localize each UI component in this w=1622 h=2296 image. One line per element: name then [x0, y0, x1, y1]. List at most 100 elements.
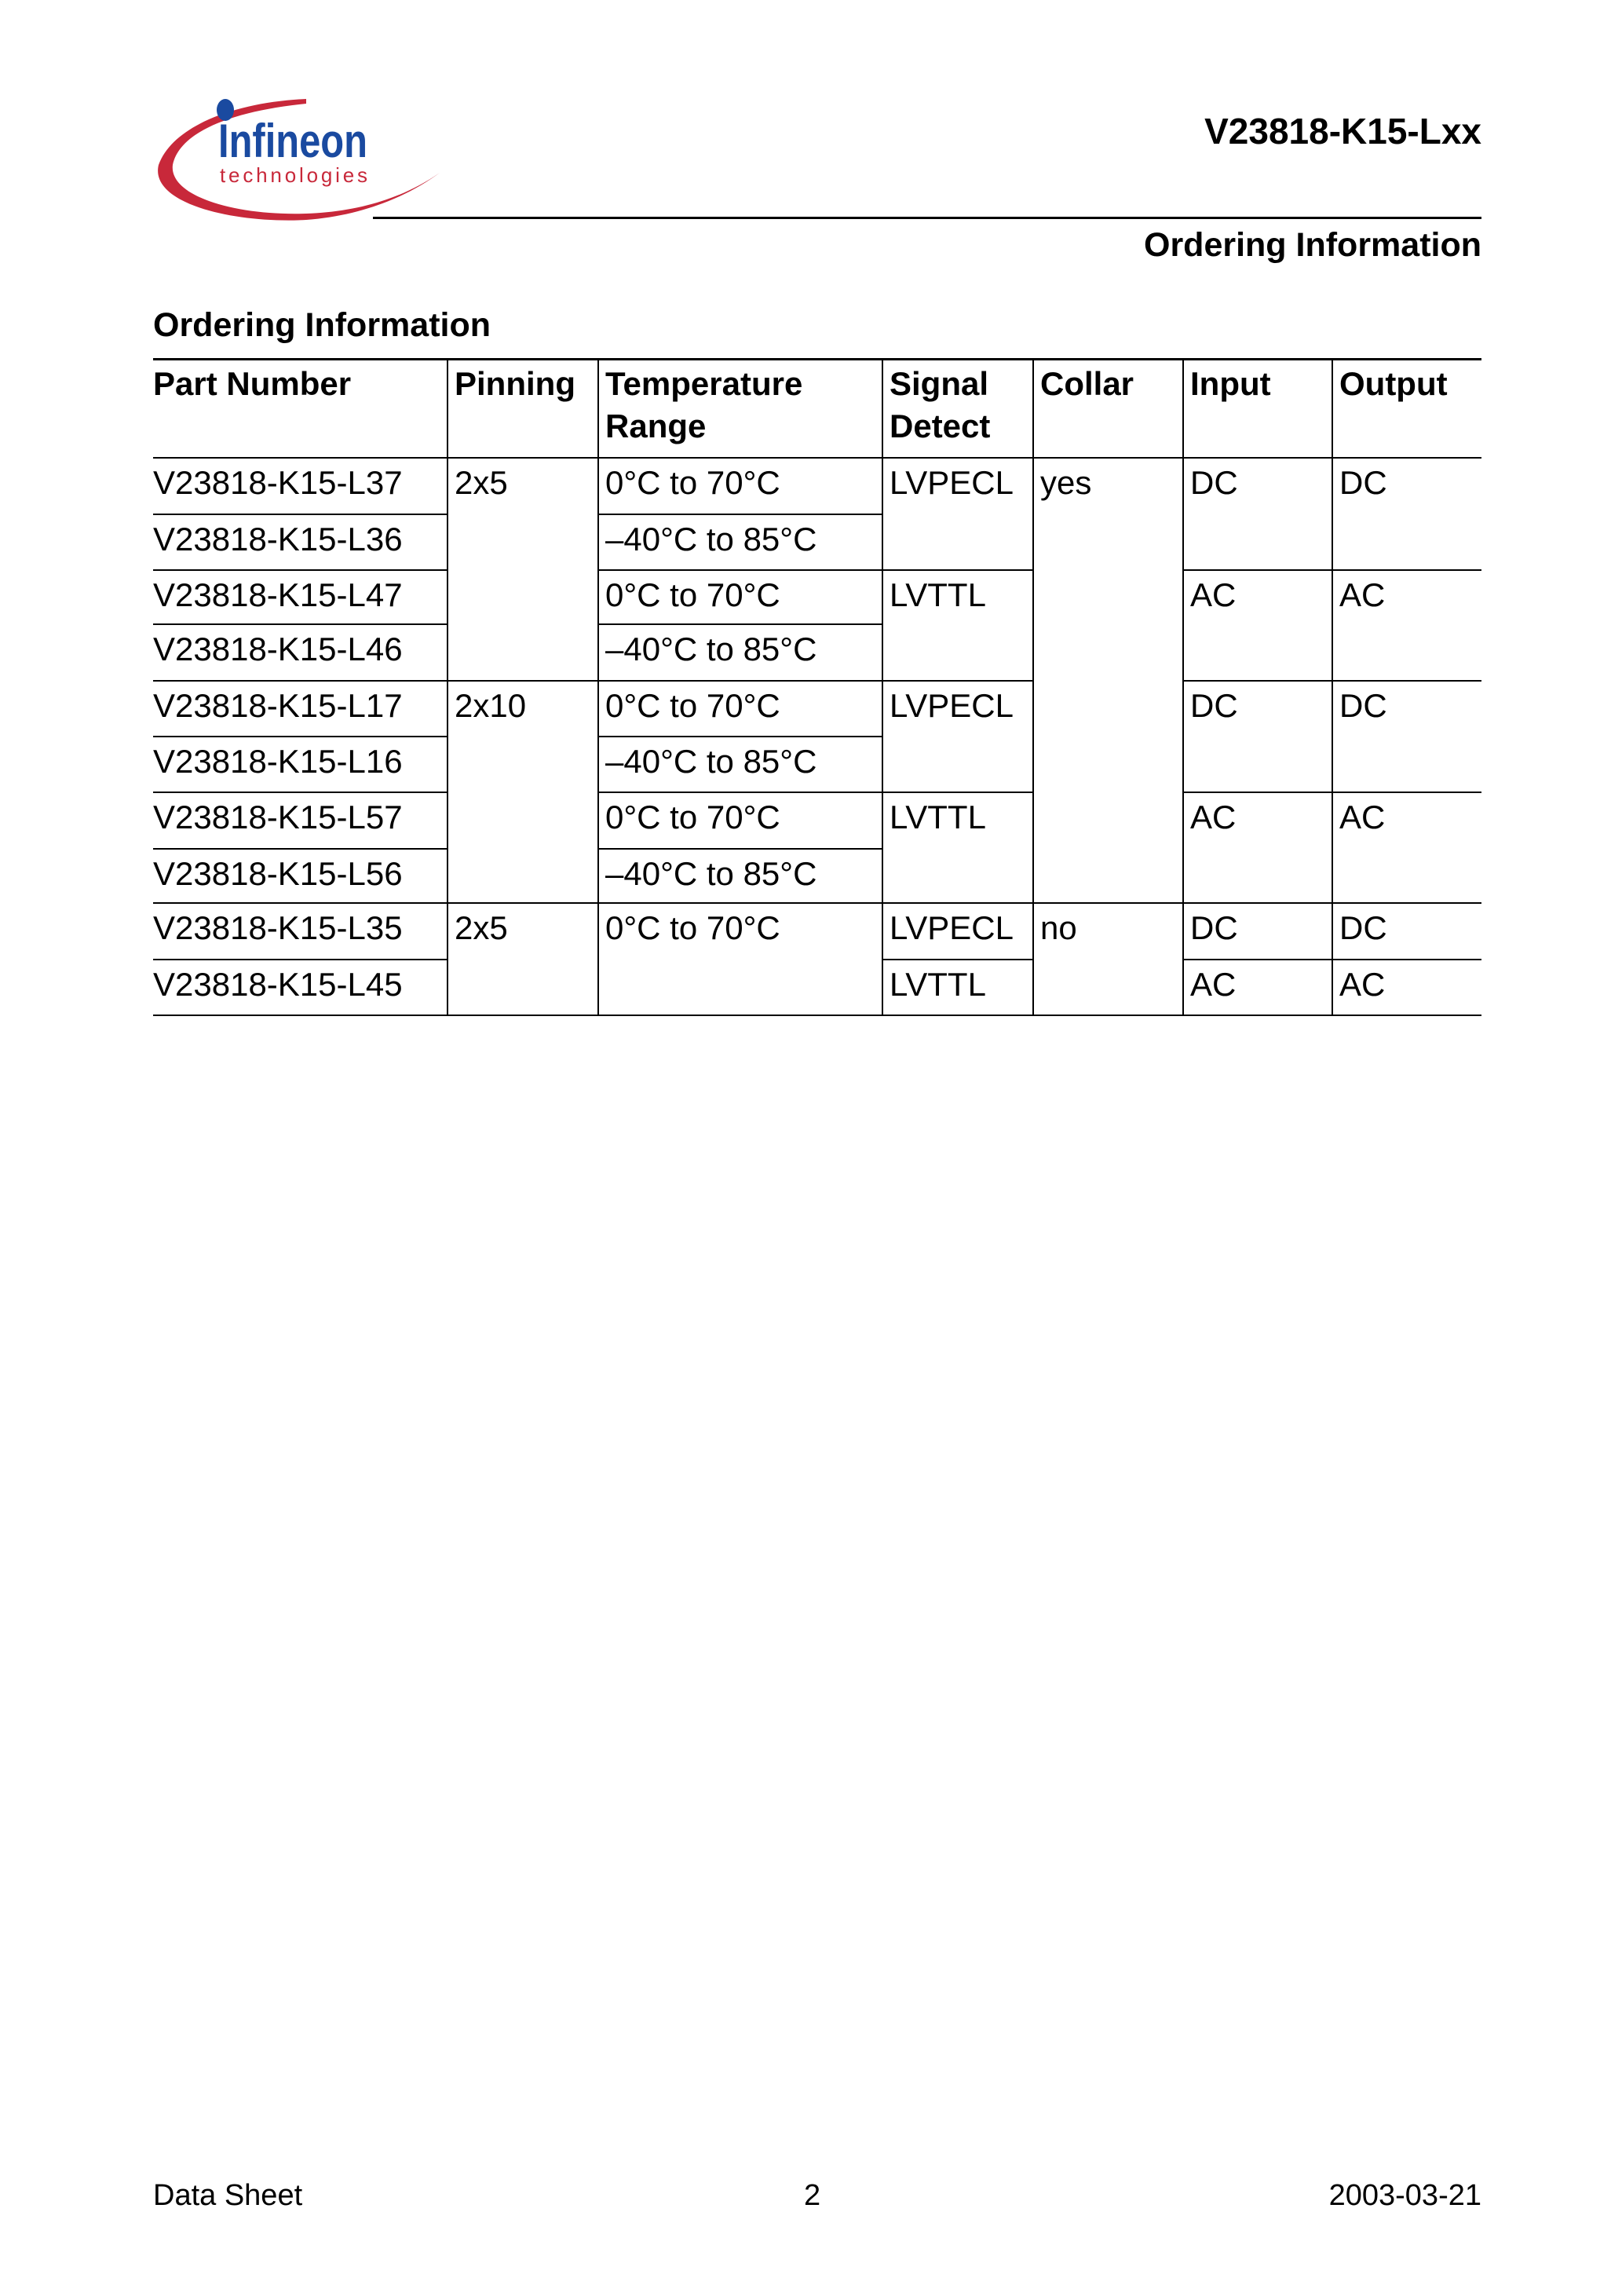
- temperature-cell: 0°C to 70°C: [605, 464, 780, 501]
- table-rule: [1332, 569, 1481, 571]
- signal-detect-cell: LVPECL: [890, 687, 1014, 724]
- footer-left: Data Sheet: [153, 2179, 303, 2212]
- table-rule: [153, 623, 447, 625]
- table-rule: [153, 902, 447, 904]
- table-rule: [153, 1015, 447, 1016]
- table-rule: [153, 569, 447, 571]
- pinning-cell: 2x10: [455, 687, 527, 724]
- column-header: Part Number: [153, 365, 352, 402]
- table-rule: [597, 736, 882, 737]
- table-rule: [597, 623, 882, 625]
- output-cell: AC: [1339, 576, 1386, 613]
- column-header: Output: [1339, 365, 1448, 402]
- table-rule: [1332, 457, 1481, 459]
- part-number-cell: V23818-K15-L37: [153, 464, 403, 501]
- temperature-cell: –40°C to 85°C: [605, 521, 817, 558]
- table-rule: [1182, 1015, 1332, 1016]
- table-rule: [882, 792, 1032, 793]
- footer-date: 2003-03-21: [1328, 2179, 1481, 2212]
- table-rule: [597, 792, 882, 793]
- table-rule: [153, 959, 447, 960]
- input-cell: DC: [1190, 464, 1238, 501]
- signal-detect-cell: LVTTL: [890, 966, 986, 1003]
- column-header: Pinning: [455, 365, 575, 402]
- collar-cell: no: [1040, 909, 1077, 946]
- temperature-cell: 0°C to 70°C: [605, 687, 780, 724]
- table-rule: [1182, 457, 1332, 459]
- table-rule: [1332, 1015, 1481, 1016]
- table-title: Ordering Information: [153, 306, 491, 344]
- table-rule: [153, 736, 447, 737]
- table-rule: [153, 792, 447, 793]
- part-number-cell: V23818-K15-L45: [153, 966, 403, 1003]
- table-rule: [597, 902, 882, 904]
- input-cell: DC: [1190, 909, 1238, 946]
- table-rule: [1182, 358, 1184, 1015]
- table-rule: [1332, 902, 1481, 904]
- table-rule: [447, 902, 597, 904]
- output-cell: AC: [1339, 799, 1386, 835]
- table-rule: [1032, 1015, 1182, 1016]
- part-number-cell: V23818-K15-L36: [153, 521, 403, 558]
- input-cell: AC: [1190, 799, 1237, 835]
- part-number-cell: V23818-K15-L35: [153, 909, 403, 946]
- table-rule: [447, 1015, 597, 1016]
- table-rule: [1332, 680, 1481, 682]
- table-rule: [597, 358, 599, 1015]
- input-cell: AC: [1190, 576, 1237, 613]
- svg-text:technologies: technologies: [220, 163, 367, 187]
- header-divider: [373, 217, 1481, 219]
- table-rule: [1332, 358, 1333, 1015]
- table-rule: [597, 514, 882, 515]
- part-number-cell: V23818-K15-L57: [153, 799, 403, 835]
- table-rule: [447, 358, 448, 1015]
- document-title: V23818-K15-Lxx: [1204, 111, 1481, 152]
- column-header: Collar: [1040, 365, 1134, 402]
- temperature-cell: 0°C to 70°C: [605, 909, 780, 946]
- temperature-cell: –40°C to 85°C: [605, 631, 817, 667]
- table-rule: [882, 457, 1032, 459]
- table-rule: [882, 680, 1032, 682]
- column-header: Signal Detect: [890, 365, 991, 444]
- table-rule: [882, 902, 1032, 904]
- infineon-logo: Infineon technologies: [158, 99, 440, 221]
- output-cell: DC: [1339, 464, 1387, 501]
- part-number-cell: V23818-K15-L16: [153, 743, 403, 780]
- signal-detect-cell: LVTTL: [890, 576, 986, 613]
- collar-cell: yes: [1040, 464, 1092, 501]
- table-rule: [597, 457, 882, 459]
- table-rule: [1182, 792, 1332, 793]
- part-number-cell: V23818-K15-L46: [153, 631, 403, 667]
- signal-detect-cell: LVPECL: [890, 909, 1014, 946]
- table-rule: [1032, 457, 1182, 459]
- section-title: Ordering Information: [1144, 226, 1481, 264]
- input-cell: DC: [1190, 687, 1238, 724]
- signal-detect-cell: LVTTL: [890, 799, 986, 835]
- temperature-cell: 0°C to 70°C: [605, 799, 780, 835]
- table-rule: [597, 680, 882, 682]
- input-cell: AC: [1190, 966, 1237, 1003]
- temperature-cell: –40°C to 85°C: [605, 855, 817, 892]
- table-rule: [882, 959, 1032, 960]
- signal-detect-cell: LVPECL: [890, 464, 1014, 501]
- table-rule: [1032, 902, 1182, 904]
- table-rule: [153, 457, 447, 459]
- table-rule: [1182, 569, 1332, 571]
- part-number-cell: V23818-K15-L56: [153, 855, 403, 892]
- table-rule: [1332, 792, 1481, 793]
- output-cell: AC: [1339, 966, 1386, 1003]
- table-rule: [153, 514, 447, 515]
- pinning-cell: 2x5: [455, 909, 508, 946]
- table-rule: [597, 848, 882, 850]
- output-cell: DC: [1339, 909, 1387, 946]
- table-rule: [1182, 680, 1332, 682]
- table-rule: [153, 358, 1481, 360]
- table-rule: [1182, 959, 1332, 960]
- table-rule: [882, 569, 1032, 571]
- table-rule: [153, 848, 447, 850]
- table-rule: [1332, 959, 1481, 960]
- table-rule: [1182, 902, 1332, 904]
- column-header: Input: [1190, 365, 1271, 402]
- temperature-cell: –40°C to 85°C: [605, 743, 817, 780]
